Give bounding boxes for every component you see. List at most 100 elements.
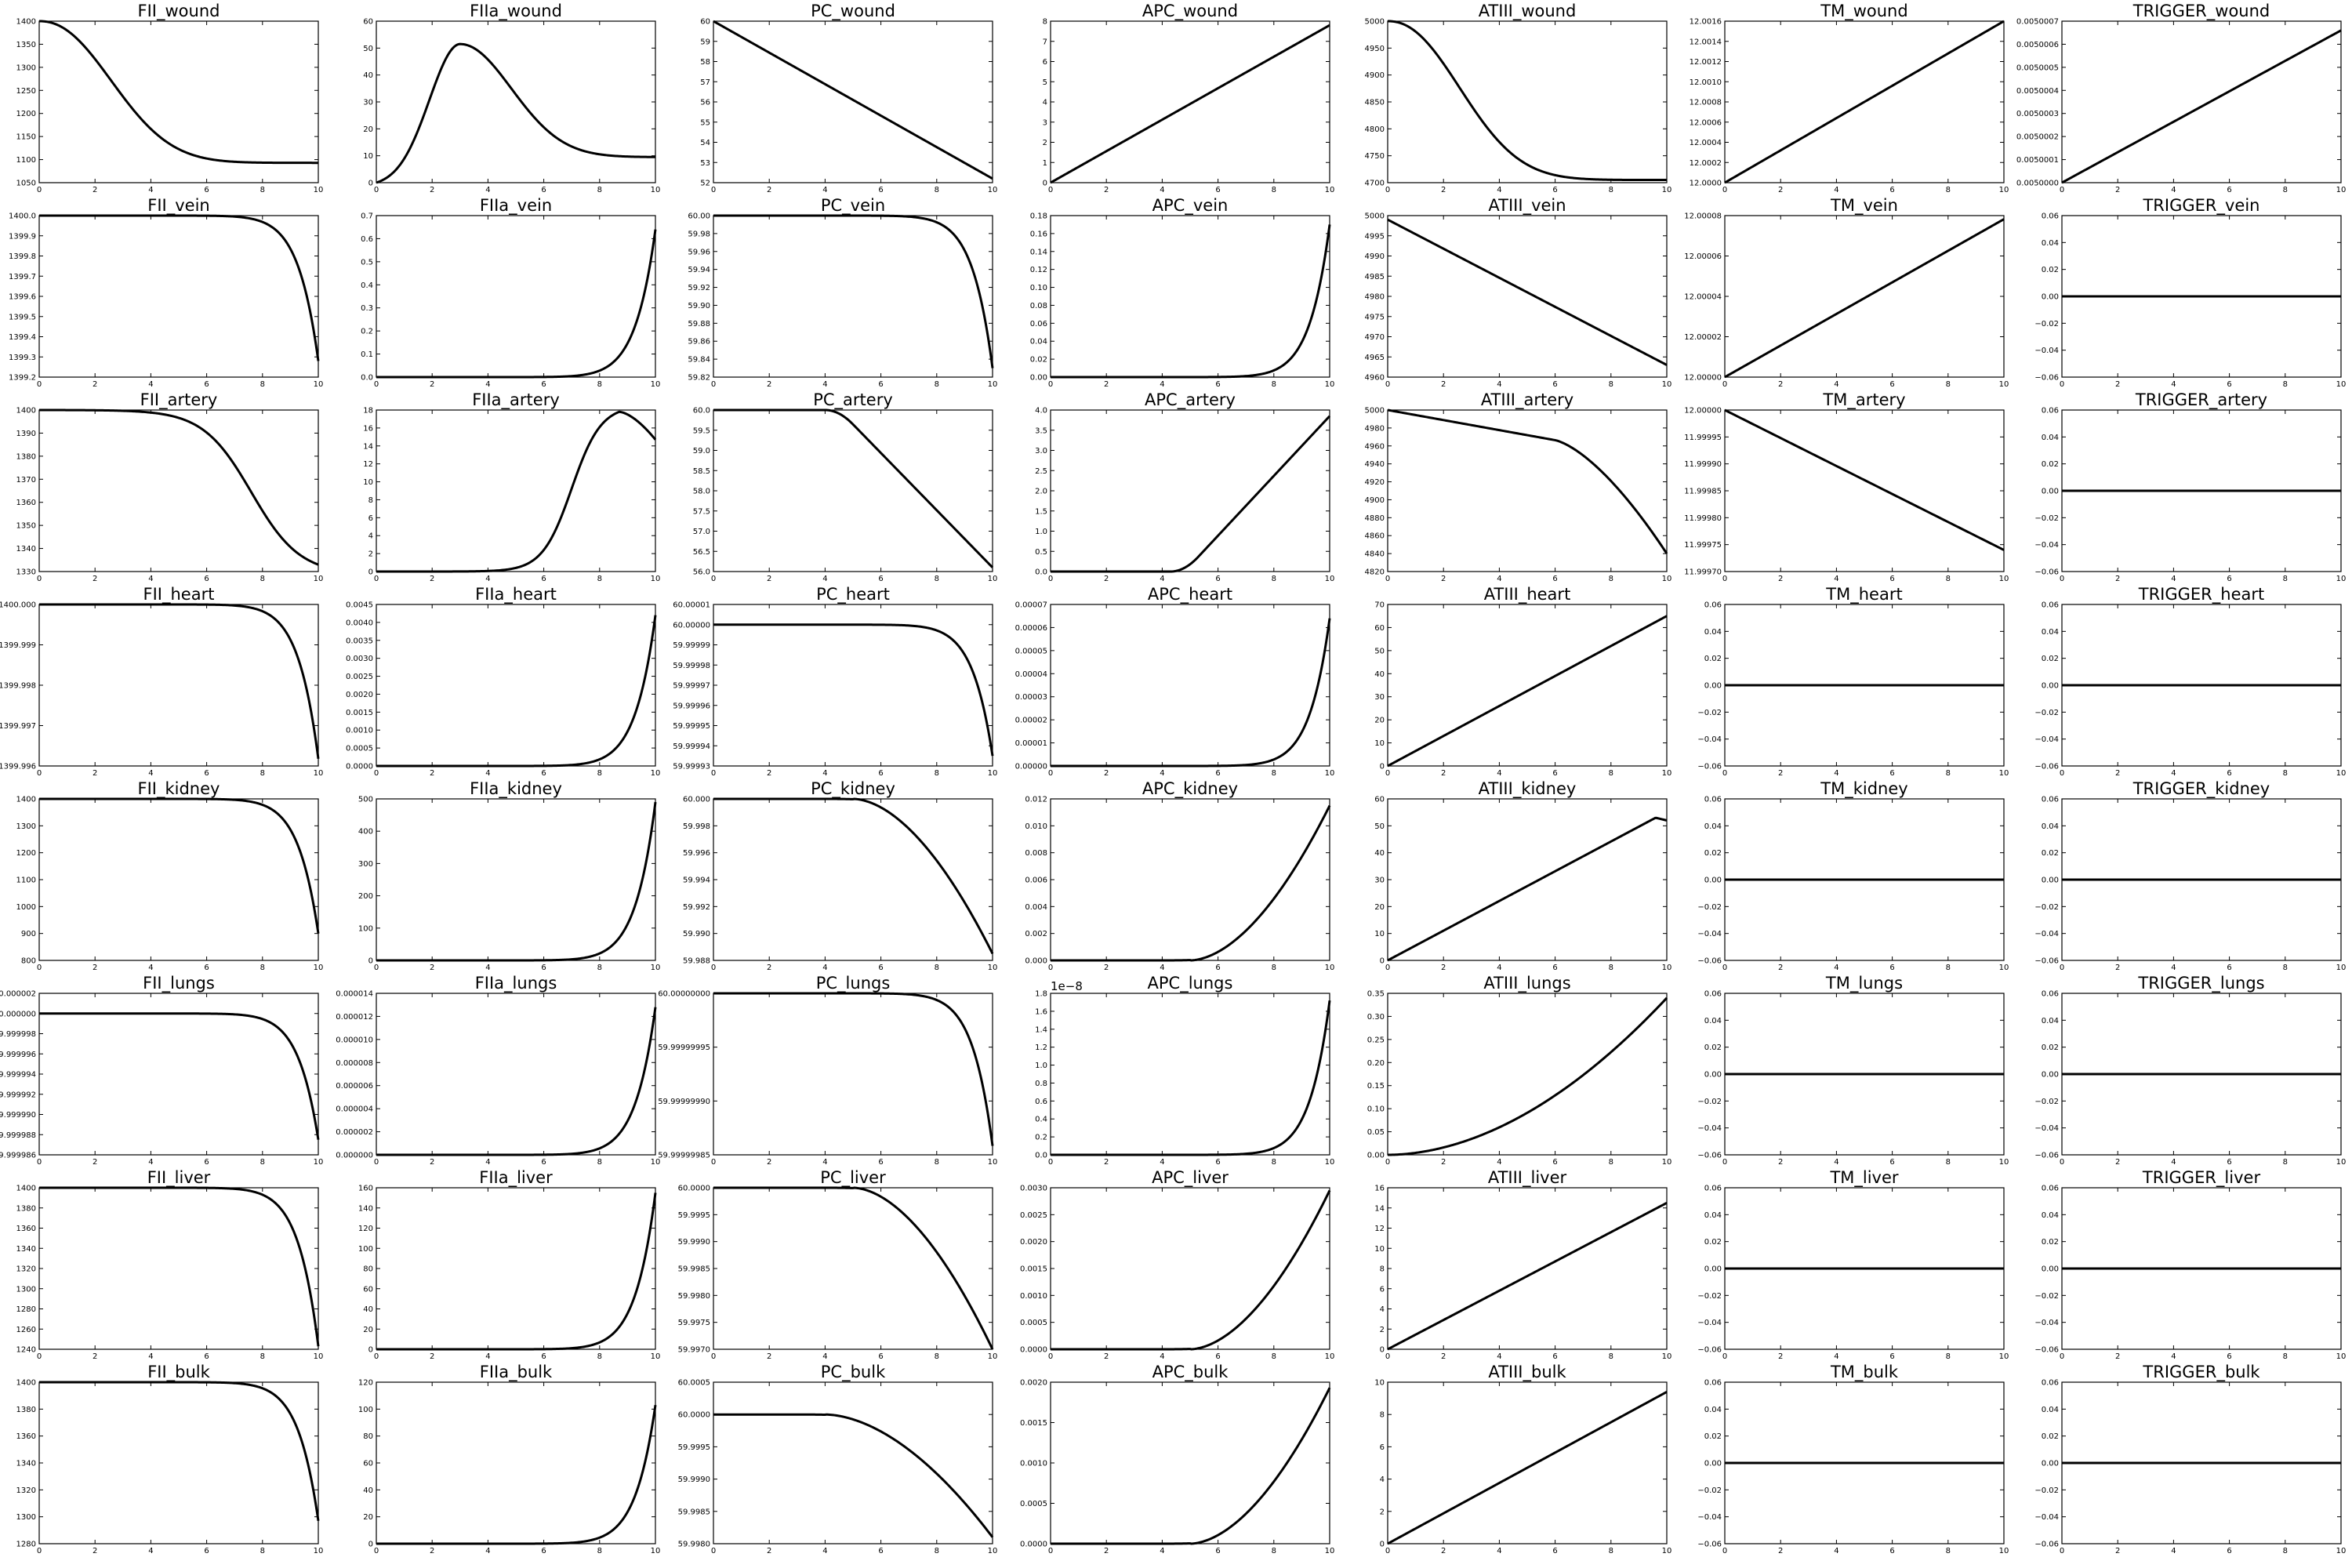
axes-frame [1387,1187,1668,1350]
x-tick-label: 0 [2060,1158,2064,1167]
y-tick-label: 0.25 [1367,1036,1385,1044]
y-tick-label: 20 [1374,903,1385,912]
y-tick-label: 0.2 [1035,1134,1047,1142]
subplot-title: TRIGGER_wound [2132,2,2270,21]
y-tick-label: 1340 [16,1245,36,1254]
y-tick-label: −0.06 [2034,1346,2059,1355]
y-tick-label: 56.0 [693,568,710,577]
axes-frame [376,993,656,1156]
y-tick-label: 0.00003 [1015,693,1047,702]
axes-frame [2061,20,2342,183]
x-tick-label: 2 [430,380,434,389]
series-line [376,229,657,379]
x-tick-label: 4 [2171,964,2176,972]
x-tick-label: 4 [1497,769,1501,778]
y-tick-label: 60 [363,1460,373,1468]
x-tick-label: 0 [1385,380,1390,389]
x-tick-label: 10 [988,1352,998,1361]
x-tick-label: 4 [822,1352,827,1361]
subplot-title: FII_bulk [147,1363,210,1382]
y-tick-label: 1.6 [1035,1007,1047,1016]
x-tick-label: 0 [374,575,379,583]
axes-frame [1387,215,1668,378]
subplot-TM_heart: TM_heart 0 2 4 6 8 10 −0.06 −0.04 −0.02 0.00 0.02 0.… [1697,585,2009,778]
subplot-title: ATIII_artery [1481,390,1573,410]
y-tick-label: 1399.999992 [0,1091,36,1099]
y-tick-label: 0.04 [2042,239,2059,248]
y-tick-label: 0.00 [1367,1152,1385,1160]
y-tick-label: 54 [700,139,710,147]
x-tick-label: 2 [1778,964,1783,972]
x-tick-label: 0 [37,575,42,583]
x-tick-label: 6 [1215,964,1220,972]
y-tick-label: 10 [1374,1245,1385,1254]
y-tick-label: 8 [1043,18,1047,27]
x-tick-label: 0 [37,1352,42,1361]
series-line [39,1186,320,1347]
y-tick-label: 0.0045 [346,601,373,610]
x-tick-label: 6 [541,1547,546,1555]
x-tick-label: 2 [430,769,434,778]
y-tick-label: 1399.996 [0,763,36,771]
y-tick-label: 0.00 [2042,877,2059,885]
x-tick-label: 10 [314,964,324,972]
y-tick-label: 0.2 [361,328,373,336]
subplot-APC_heart: APC_heart 0 2 4 6 8 10 0.00000 0.00001 0.00002 0.0… [1015,585,1335,778]
y-tick-label: 59.99993 [673,763,710,771]
axes-frame [376,215,656,378]
y-tick-label: 1399.8 [9,252,36,261]
series-line [1051,415,1331,573]
x-tick-label: 10 [1662,1352,1672,1361]
y-tick-label: 59.99999985 [658,1152,710,1160]
x-tick-label: 10 [314,575,324,583]
x-tick-label: 2 [1104,769,1109,778]
x-tick-label: 6 [541,380,546,389]
subplot-APC_artery: APC_artery 0 2 4 6 8 10 0.0 0.5 1.0 1.5 2.0 2.5 3.0 3.… [1035,390,1334,583]
x-tick-label: 4 [822,769,827,778]
x-tick-label: 10 [988,380,998,389]
y-tick-label: 10 [363,478,373,487]
y-tick-label: 1400.000000 [0,1010,36,1018]
x-tick-label: 8 [2283,1352,2288,1361]
x-tick-label: 2 [93,1547,97,1555]
y-tick-label: −0.02 [1697,1292,1722,1301]
y-tick-label: 50 [1374,822,1385,831]
subplot-TRIGGER_lungs: TRIGGER_lungs 0 2 4 6 8 10 −0.06 −0.04 −0.02 0.00 0… [2034,974,2346,1167]
axes-frame [38,993,319,1156]
y-tick-label: 1399.6 [9,293,36,302]
y-tick-label: 11.99975 [1684,541,1722,550]
y-tick-label: 4840 [1365,550,1385,559]
x-tick-label: 10 [988,964,998,972]
series-line [1051,224,1331,379]
subplot-title: FIIa_kidney [470,779,562,799]
y-tick-label: 0.00006 [1015,624,1047,633]
x-tick-label: 10 [1999,1158,2009,1167]
x-tick-label: 8 [597,1158,602,1167]
axes-frame [38,604,319,767]
y-tick-label: 0.02 [2042,1044,2059,1052]
subplot-title: ATIII_lungs [1483,974,1570,993]
y-tick-label: 60 [700,18,710,27]
x-tick-label: 6 [1215,1547,1220,1555]
subplot-title: PC_heart [816,585,890,604]
y-tick-label: 0.00004 [1015,670,1047,679]
x-tick-label: 2 [767,380,771,389]
y-tick-label: 0.000002 [336,1128,373,1137]
y-tick-label: 0.00 [2042,1265,2059,1274]
y-tick-label: −0.06 [1697,1541,1722,1549]
y-tick-label: 6 [1380,1285,1385,1294]
y-tick-label: 1360 [16,1225,36,1233]
y-tick-label: 0 [1380,1541,1385,1549]
y-tick-label: 0 [1380,957,1385,966]
subplot-ATIII_heart: ATIII_heart 0 2 4 6 8 10 0 10 20 30 40 50 60 70 [1374,585,1671,778]
y-tick-label: 0.04 [2042,1017,2059,1025]
x-tick-label: 10 [2336,964,2347,972]
x-tick-label: 10 [2336,769,2347,778]
y-tick-label: 57.5 [693,507,710,516]
y-tick-label: 1380 [16,1204,36,1213]
y-tick-label: 59.88 [688,320,710,328]
y-tick-label: 4900 [1365,71,1385,80]
subplot-title: TRIGGER_bulk [2142,1363,2260,1382]
x-tick-label: 2 [1104,1547,1109,1555]
